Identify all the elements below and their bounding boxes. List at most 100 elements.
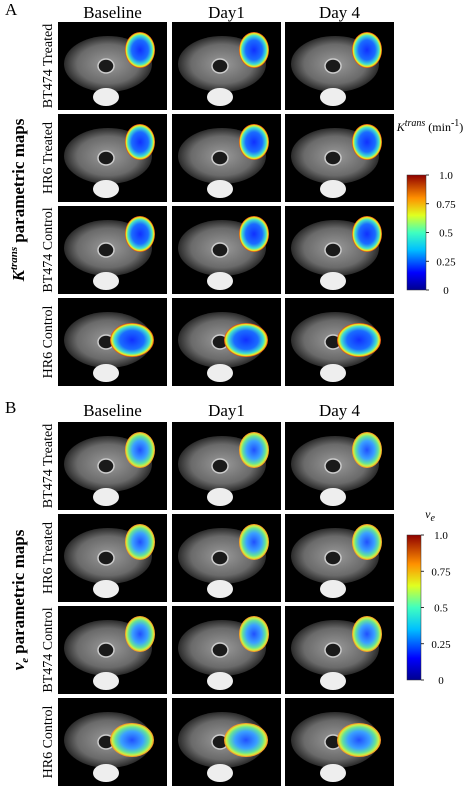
colorbar-tick-label: 0.75 [431, 566, 451, 578]
row-label: BT474 Treated [41, 24, 56, 108]
mri-image [58, 22, 167, 110]
reference-tube [320, 180, 346, 198]
tumor-map [110, 323, 154, 357]
mri-image [172, 698, 281, 786]
spine [324, 242, 342, 258]
title-sub: e [19, 658, 31, 663]
tumor-map [125, 124, 155, 160]
spine [211, 642, 229, 658]
spine [97, 550, 115, 566]
title-base: K [9, 268, 28, 282]
row-label: BT474 Control [41, 207, 56, 292]
row-label: BT474 Control [41, 607, 56, 692]
tumor-map [239, 32, 269, 68]
tumor-map [239, 124, 269, 160]
tumor-map [110, 723, 154, 757]
column-header: Baseline [83, 401, 142, 420]
spine [324, 642, 342, 658]
column-header: Day 4 [319, 3, 361, 22]
spine [211, 458, 229, 474]
spine [97, 58, 115, 74]
reference-tube [320, 272, 346, 290]
mri-image [285, 206, 394, 294]
reference-tube [93, 180, 119, 198]
side-title: ve parametric maps [9, 529, 31, 670]
tumor-map [352, 124, 382, 160]
tumor-map [125, 216, 155, 252]
tumor-map [352, 216, 382, 252]
panel-label: B [5, 398, 16, 417]
panel: A Baseline Day1 Day 4 BT474 Treated HR6 Treat… [5, 0, 463, 386]
row-label: HR6 Treated [41, 122, 56, 194]
reference-tube [320, 88, 346, 106]
cb-title-end: ) [459, 120, 463, 134]
cb-title-base: v [425, 507, 431, 521]
mri-image [58, 422, 167, 510]
tumor-map [125, 524, 155, 560]
tumor-map [352, 524, 382, 560]
mri-image [285, 22, 394, 110]
reference-tube [93, 672, 119, 690]
column-header: Baseline [83, 3, 142, 22]
row-label: HR6 Treated [41, 522, 56, 594]
spine [97, 458, 115, 474]
tumor-map [239, 616, 269, 652]
tumor-map [224, 723, 268, 757]
reference-tube [207, 764, 233, 782]
reference-tube [207, 672, 233, 690]
spine [324, 550, 342, 566]
tumor-map [224, 323, 268, 357]
spine [97, 242, 115, 258]
mri-image [58, 698, 167, 786]
row-label: HR6 Control [41, 306, 56, 379]
cb-title-rest: (min [425, 120, 451, 134]
mri-image [285, 606, 394, 694]
colorbar [406, 174, 427, 291]
reference-tube [320, 580, 346, 598]
reference-tube [207, 580, 233, 598]
cb-title-sub: e [430, 513, 435, 524]
reference-tube [207, 488, 233, 506]
tumor-map [352, 32, 382, 68]
reference-tube [207, 272, 233, 290]
colorbar-tick-label: 0.5 [439, 228, 453, 240]
spine [324, 150, 342, 166]
colorbar-tick-label: 0.75 [436, 199, 456, 211]
tumor-map [125, 432, 155, 468]
title-rest: parametric maps [9, 118, 28, 243]
mri-image [58, 206, 167, 294]
mri-image [172, 206, 281, 294]
spine [324, 58, 342, 74]
colorbar-tick-label: 1.0 [434, 530, 448, 542]
reference-tube [320, 672, 346, 690]
mri-image [172, 514, 281, 602]
mri-image [172, 22, 281, 110]
mri-image [58, 114, 167, 202]
tumor-map [239, 524, 269, 560]
mri-image [58, 606, 167, 694]
tumor-map [239, 216, 269, 252]
spine [211, 550, 229, 566]
spine [211, 242, 229, 258]
reference-tube [93, 364, 119, 382]
reference-tube [207, 364, 233, 382]
spine [211, 150, 229, 166]
panel-label: A [5, 0, 18, 19]
reference-tube [93, 88, 119, 106]
reference-tube [93, 488, 119, 506]
spine [211, 58, 229, 74]
mri-image [172, 422, 281, 510]
mri-image [285, 698, 394, 786]
tumor-map [337, 323, 381, 357]
colorbar-tick-label: 0 [438, 675, 444, 687]
mri-image [285, 422, 394, 510]
reference-tube [320, 764, 346, 782]
spine [324, 458, 342, 474]
tumor-map [125, 32, 155, 68]
cb-title-sup: trans [405, 118, 426, 129]
reference-tube [207, 180, 233, 198]
mri-image [172, 298, 281, 386]
spine [97, 642, 115, 658]
colorbar-tick-label: 0 [443, 285, 449, 297]
